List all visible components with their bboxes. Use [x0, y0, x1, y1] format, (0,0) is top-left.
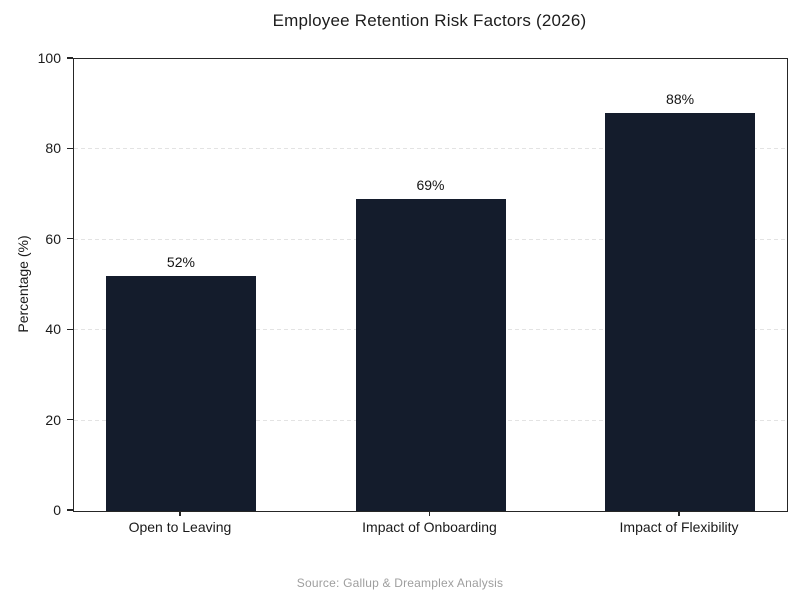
bar-value-label: 52%: [166, 253, 195, 270]
bar-value-label: 69%: [416, 177, 445, 194]
y-tick-mark: [67, 509, 73, 511]
y-tick-mark: [67, 238, 73, 240]
y-tick-label: 100: [37, 50, 61, 66]
source-note: Source: Gallup & Dreamplex Analysis: [296, 576, 504, 590]
gridline-y80: [74, 148, 787, 150]
y-tick-label: 20: [45, 411, 61, 428]
bar-2: [605, 113, 756, 511]
plot-area: 52% 69% 88%: [73, 58, 788, 512]
x-tick-label: Impact of Flexibility: [619, 519, 739, 535]
y-axis-label: Percentage (%): [15, 235, 31, 333]
y-tick-label: 80: [45, 140, 61, 157]
bar-0: [105, 275, 256, 511]
bar-1: [355, 199, 506, 511]
y-tick-mark: [67, 147, 73, 149]
x-tick-mark: [428, 511, 431, 516]
y-tick-label: 60: [45, 230, 61, 247]
y-tick-label: 0: [53, 502, 61, 518]
x-tick-mark: [678, 511, 680, 516]
x-tick-label: Open to Leaving: [128, 519, 232, 535]
y-tick-mark: [67, 419, 73, 421]
y-tick-label: 40: [45, 321, 61, 338]
y-tick-mark: [67, 328, 73, 330]
x-tick-mark: [179, 511, 181, 516]
y-tick-mark: [67, 57, 73, 59]
chart-title: Employee Retention Risk Factors (2026): [272, 11, 587, 30]
bar-value-label: 88%: [666, 91, 695, 108]
x-tick-label: Impact of Onboarding: [362, 519, 497, 535]
